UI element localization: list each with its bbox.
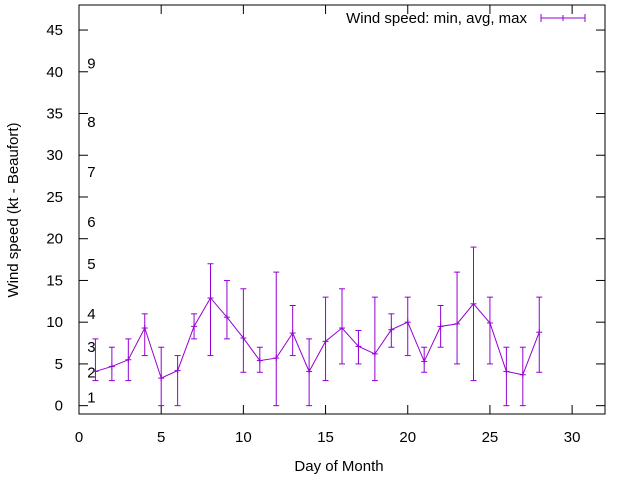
beaufort-label: 2 <box>87 364 95 381</box>
x-tick-label: 15 <box>317 429 334 446</box>
plot-frame <box>78 4 606 415</box>
beaufort-label: 9 <box>87 55 95 72</box>
y-axis-label: Wind speed (kt - Beaufort) <box>5 122 22 297</box>
y-tick-label: 15 <box>46 272 63 289</box>
legend-sample <box>540 14 586 22</box>
legend: Wind speed: min, avg, max <box>346 10 586 27</box>
x-tick-label: 30 <box>564 429 581 446</box>
beaufort-label: 8 <box>87 114 95 131</box>
beaufort-label: 7 <box>87 164 95 181</box>
beaufort-label: 1 <box>87 389 95 406</box>
y-tick-label: 25 <box>46 189 63 206</box>
beaufort-label: 3 <box>87 339 95 356</box>
x-tick-label: 10 <box>235 429 252 446</box>
x-tick-label: 25 <box>482 429 499 446</box>
series-line <box>95 297 540 379</box>
legend-label: Wind speed: min, avg, max <box>346 10 527 27</box>
y-tick-label: 40 <box>46 64 63 81</box>
beaufort-scale-labels: 1 2 3 4 5 6 7 8 9 <box>87 55 95 406</box>
y-tick-label: 20 <box>46 231 63 248</box>
x-axis-label: Day of Month <box>294 458 383 475</box>
y-tick-label: 5 <box>55 356 63 373</box>
beaufort-label: 6 <box>87 214 95 231</box>
y-tick-label: 30 <box>46 147 63 164</box>
beaufort-label: 4 <box>87 306 95 323</box>
y-tick-label: 0 <box>55 398 63 415</box>
series-layer <box>92 246 543 407</box>
x-tick-label: 0 <box>75 429 83 446</box>
x-tick-label: 20 <box>399 429 416 446</box>
y-tick-label: 45 <box>46 22 63 39</box>
y-tick-label: 10 <box>46 314 63 331</box>
y-tick-label: 35 <box>46 106 63 123</box>
beaufort-label: 5 <box>87 256 95 273</box>
x-tick-label: 5 <box>157 429 165 446</box>
